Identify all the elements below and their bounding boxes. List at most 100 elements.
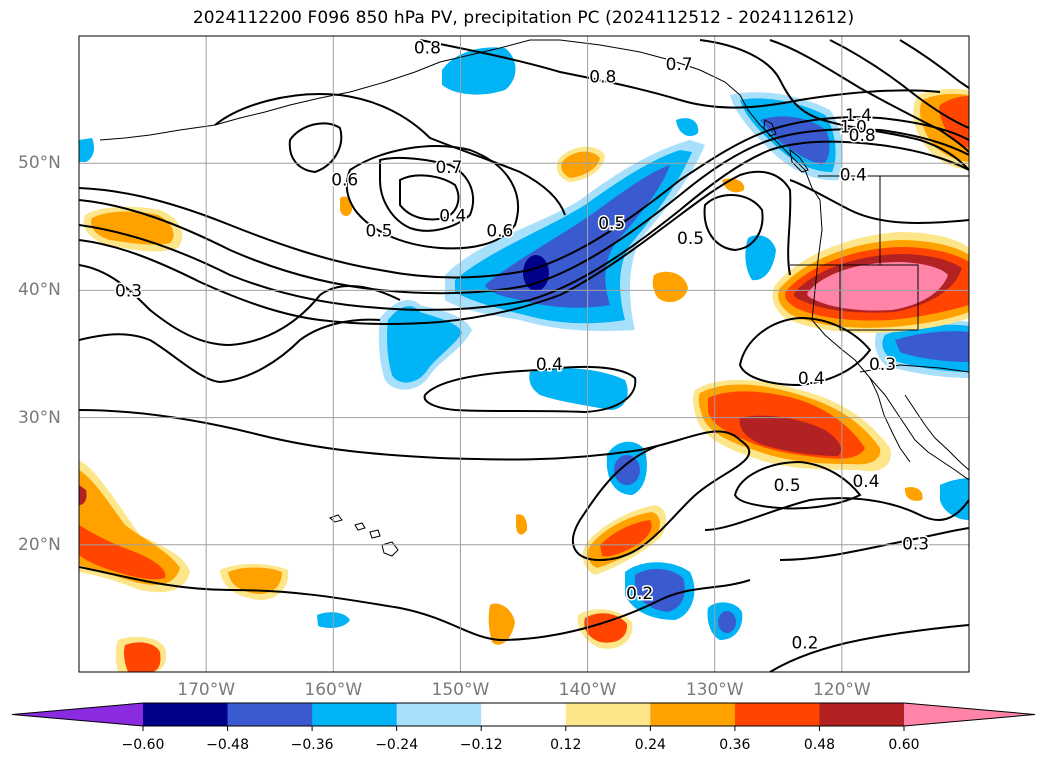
map-frame — [78, 35, 970, 673]
pv-contour-label: 0.5 — [366, 222, 393, 242]
precip-pos-22n — [516, 514, 528, 535]
lon-tick-label: 130°W — [685, 680, 744, 700]
precip-pos-48n-b — [561, 151, 600, 178]
pv-contour-0.5-a — [733, 460, 862, 510]
precip-neg-26n-dark — [614, 455, 640, 485]
pv-contour-north-1 — [419, 39, 941, 109]
island-qc — [763, 119, 777, 137]
pv-contour-0.2-north — [79, 566, 751, 642]
colorbar-segment — [565, 703, 651, 726]
lon-tick-label: 140°W — [558, 680, 617, 700]
pv-contour-label: 0.5 — [677, 229, 704, 249]
colorbar — [11, 702, 1036, 731]
pv-contour-label: 0.8 — [849, 126, 876, 146]
pv-contour-label: 1.0 — [840, 117, 867, 137]
lat-tick-label: 20°N — [18, 534, 61, 555]
coast-aleutians — [99, 71, 416, 141]
pv-contour-0.5-low — [399, 174, 460, 221]
colorbar-tick-label: −0.60 — [121, 737, 165, 753]
island-hawaii-4 — [381, 541, 399, 557]
pv-contour-label: 0.7 — [666, 55, 693, 75]
pv-contour-label: 0.4 — [852, 472, 879, 492]
colorbar-tick-label: 0.12 — [550, 737, 582, 753]
coast-baja — [869, 377, 911, 463]
precip-neg-small-1 — [745, 235, 776, 281]
precip-pos-baja-darkred — [739, 415, 842, 456]
lat-tick-label: 40°N — [18, 280, 61, 301]
precip-pos-22n-e — [904, 487, 923, 501]
colorbar-segment — [481, 703, 567, 726]
lon-tick-label: 160°W — [304, 680, 363, 700]
colorbar-tick-label: −0.48 — [206, 737, 249, 753]
colorbar-tick-label: −0.12 — [459, 737, 503, 753]
pv-contour-0.7 — [214, 93, 566, 216]
colorbar-segment — [396, 703, 482, 726]
pv-contour-0.6-w — [288, 122, 343, 174]
colorbar-tick-label: 0.48 — [803, 737, 836, 753]
pv-contour-label: 0.5 — [598, 214, 625, 234]
colorbar-tick-label: 0.36 — [719, 737, 751, 753]
precip-neg-central-core — [523, 255, 549, 291]
colorbar-segment — [312, 703, 398, 726]
precip-pos-13n-red — [584, 613, 628, 643]
colorbar-tick-label: −0.36 — [290, 737, 334, 753]
pv-contour-north-3 — [769, 39, 969, 153]
pv-contour-label: 0.6 — [486, 222, 513, 242]
precip-pos-11n-red — [124, 642, 161, 672]
pv-contour-north-2 — [699, 39, 969, 171]
pv-contour-0.3-se — [779, 527, 969, 561]
pv-contour-0.5-e — [703, 193, 764, 252]
pv-contour-0.6-low — [345, 145, 519, 250]
colorbar-segment — [650, 703, 736, 726]
pv-contour-label: 0.2 — [791, 634, 818, 654]
colorbar-tick-label: 0.24 — [634, 737, 666, 753]
colorbar-tick-label: 0.60 — [888, 737, 920, 753]
lat-tick-label: 30°N — [18, 407, 61, 428]
pv-contour-ring — [789, 179, 969, 224]
colorbar-segment — [819, 703, 905, 726]
pv-contour-0.3-mid — [79, 318, 381, 384]
colorbar-extend-low — [12, 703, 143, 726]
precip-neg-small-2 — [79, 138, 94, 162]
lat-tick-label: 50°N — [18, 153, 61, 174]
precip-pos-39n — [652, 271, 688, 303]
pv-contour-labels: 0.80.80.71.41.00.80.40.70.60.40.5 0.6 0.50… — [114, 37, 931, 655]
pv-contour-0.3-south — [79, 409, 751, 562]
precip-neg-swus-dark — [895, 331, 969, 362]
pv-contour-0.4-low — [379, 156, 475, 232]
pv-contour-north-5 — [899, 39, 969, 89]
pv-contour-0.2-east — [769, 624, 969, 672]
pv-contour-0.4-a — [423, 365, 637, 414]
precip-neg-small-5 — [676, 118, 699, 137]
lon-tick-label: 120°W — [812, 680, 871, 700]
precip-pos-ne-red — [939, 96, 969, 148]
precip-pos-13n-b — [488, 603, 515, 645]
pv-contour-label: 0.8 — [589, 68, 616, 88]
pv-contour-zonal-4 — [79, 170, 792, 326]
pv-contour-label: 0.4 — [536, 355, 563, 375]
lon-tick-label: 170°W — [177, 680, 236, 700]
precip-neg-13n-dark — [718, 611, 736, 633]
island-vancouver — [789, 148, 809, 173]
pv-contour-label: 0.4 — [439, 206, 466, 226]
precip-pos-ca-pink — [807, 262, 948, 311]
pv-contour-label: 0.2 — [626, 584, 653, 604]
border-us-mexico — [859, 364, 969, 373]
graticule — [79, 36, 969, 672]
precip-neg-16n-dark — [635, 568, 685, 612]
precip-pos-17n-orange — [228, 567, 282, 594]
island-hawaii-2 — [354, 522, 366, 531]
coast-gulf-ca — [904, 394, 969, 471]
colorbar-segment — [227, 703, 313, 726]
pv-contour-0.4-c — [738, 316, 872, 387]
lon-tick-label: 150°W — [431, 680, 490, 700]
pv-contour-label: 0.6 — [331, 171, 358, 191]
chart-title: 2024112200 F096 850 hPa PV, precipitatio… — [192, 8, 855, 28]
precip-pos-20n-red — [600, 520, 652, 557]
pv-contour-label: 0.5 — [774, 476, 801, 496]
precip-neg-32n — [529, 368, 628, 410]
precip-pos-nw-orange — [90, 211, 174, 245]
pv-contour-label: 0.3 — [869, 355, 896, 375]
pv-contour-0.3-west — [79, 264, 401, 347]
